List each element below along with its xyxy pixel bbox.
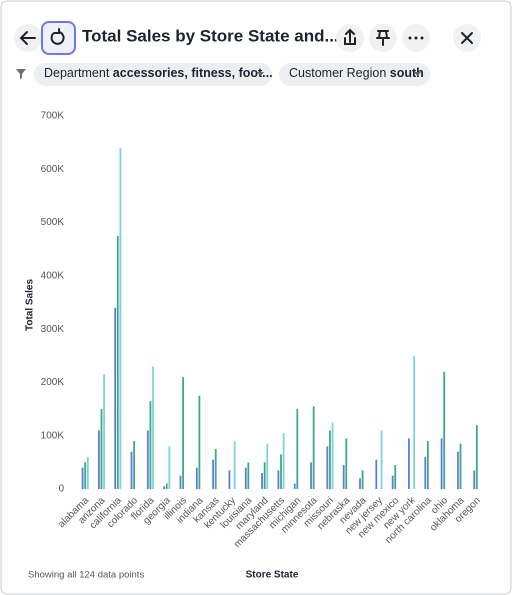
bar: [312, 406, 315, 489]
filter-icon: [16, 69, 26, 79]
bar: [165, 483, 168, 489]
filter-chip[interactable]: Customer Region south: [279, 63, 430, 86]
bar: [152, 366, 154, 489]
bar: [130, 451, 133, 489]
bar: [394, 465, 397, 489]
bar: [228, 470, 231, 489]
reset-button[interactable]: [41, 21, 76, 55]
bar: [408, 438, 410, 489]
bar: [261, 473, 263, 489]
y-tick-label: 700K: [41, 111, 65, 122]
bar: [413, 355, 416, 489]
bar: [163, 486, 166, 489]
bar: [342, 465, 345, 489]
bar: [114, 307, 117, 489]
bar: [380, 430, 383, 489]
y-tick-label: 300K: [41, 324, 65, 335]
bar: [375, 459, 378, 489]
bar: [233, 441, 236, 489]
bar: [119, 147, 122, 489]
bar: [84, 462, 87, 489]
y-tick-label: 100K: [41, 430, 65, 441]
y-tick-label: 500K: [41, 217, 65, 228]
bar: [195, 467, 198, 489]
bar: [280, 454, 282, 489]
more-button[interactable]: [402, 24, 430, 52]
filter-value: accessories, fitness, foot...: [113, 66, 273, 80]
bar: [244, 467, 247, 489]
bar: [473, 470, 476, 489]
filter-name: Department: [44, 66, 110, 80]
y-tick-label: 200K: [41, 377, 65, 388]
y-axis-label: Total Sales: [25, 279, 36, 331]
bar: [179, 475, 182, 489]
bar: [391, 475, 394, 489]
bar: [214, 449, 217, 489]
bar: [440, 438, 443, 489]
bar: [443, 371, 446, 489]
bar: [331, 422, 334, 489]
bar: [457, 451, 459, 489]
bar: [282, 433, 285, 489]
title: Total Sales by Store State and...: [82, 26, 339, 45]
bar: [424, 457, 427, 489]
bar: [329, 430, 331, 489]
bar: [97, 430, 100, 489]
bar: [212, 459, 215, 489]
bar: [116, 235, 119, 489]
bar: [361, 470, 364, 489]
y-tick-label: 600K: [41, 164, 65, 175]
share-button[interactable]: [336, 24, 364, 52]
filter-name: Customer Region: [289, 66, 386, 80]
bar: [277, 470, 280, 489]
bar: [86, 457, 89, 489]
bar: [81, 467, 84, 489]
bar: [149, 401, 152, 489]
bar: [310, 462, 312, 489]
bar: [359, 478, 361, 489]
footer-note: Showing all 124 data points: [28, 570, 144, 581]
y-tick-label: 400K: [41, 270, 65, 281]
pin-button[interactable]: [369, 24, 397, 52]
bar: [247, 462, 250, 489]
bar: [426, 441, 429, 489]
bar: [293, 483, 296, 489]
bar: [168, 446, 171, 489]
svg-text:Customer Region south: Customer Region south: [289, 66, 424, 80]
bar: [326, 446, 329, 489]
bar: [100, 409, 103, 489]
svg-text:Department accessories, fitnes: Department accessories, fitness, foot...: [44, 66, 273, 80]
bar: [263, 462, 266, 489]
bar: [475, 425, 478, 489]
bar: [296, 409, 299, 489]
filter-chip[interactable]: Department accessories, fitness, foot...: [34, 63, 273, 86]
bar: [182, 377, 184, 489]
bar: [345, 438, 348, 489]
back-button[interactable]: [14, 24, 42, 52]
filter-value: south: [390, 66, 424, 80]
bar: [133, 441, 136, 489]
x-axis-label: Store State: [246, 570, 299, 581]
bar: [198, 395, 201, 489]
bar: [146, 430, 149, 489]
close-button[interactable]: [453, 24, 481, 52]
bar: [266, 443, 269, 489]
bar: [459, 443, 462, 489]
y-tick-label: 0: [58, 484, 64, 495]
bar: [103, 374, 105, 489]
